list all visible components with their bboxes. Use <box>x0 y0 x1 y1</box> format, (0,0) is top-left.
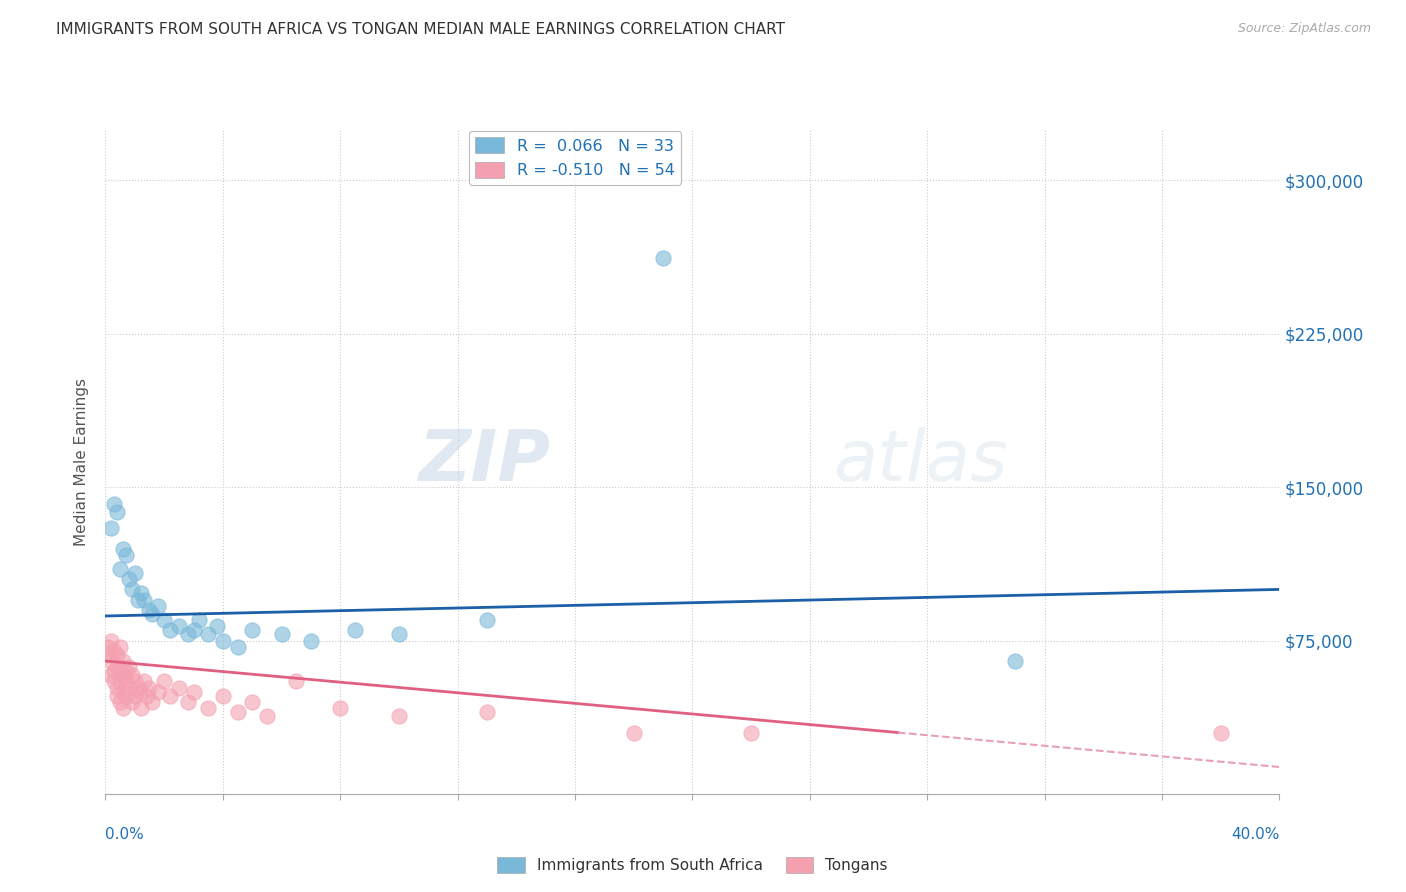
Point <box>343 624 366 638</box>
Point <box>105 505 128 519</box>
Point <box>118 660 141 674</box>
Point <box>129 701 152 715</box>
Point <box>141 607 163 621</box>
Point <box>100 521 122 535</box>
Point <box>153 613 176 627</box>
Point <box>132 674 155 689</box>
Point <box>148 684 170 698</box>
Point <box>112 701 135 715</box>
Point <box>124 566 146 580</box>
Text: 40.0%: 40.0% <box>1232 827 1279 841</box>
Point <box>115 674 138 689</box>
Point <box>176 627 198 641</box>
Point <box>740 725 762 739</box>
Point <box>121 582 143 597</box>
Point <box>105 681 128 695</box>
Point <box>141 695 163 709</box>
Point <box>121 695 143 709</box>
Point <box>183 624 205 638</box>
Text: ZIP: ZIP <box>419 427 551 496</box>
Point <box>138 681 160 695</box>
Point <box>129 684 152 698</box>
Point <box>1209 725 1232 739</box>
Point <box>112 684 135 698</box>
Point <box>108 660 131 674</box>
Point <box>475 613 498 627</box>
Point <box>108 674 131 689</box>
Point <box>1004 654 1026 668</box>
Y-axis label: Median Male Earnings: Median Male Earnings <box>75 377 90 546</box>
Point <box>256 709 278 723</box>
Point <box>211 633 233 648</box>
Point <box>240 624 263 638</box>
Point <box>652 251 675 265</box>
Point <box>197 701 219 715</box>
Point <box>97 648 120 662</box>
Point <box>112 541 135 556</box>
Point <box>270 627 292 641</box>
Point <box>108 640 131 654</box>
Point <box>138 603 160 617</box>
Point <box>100 654 122 668</box>
Point <box>329 701 352 715</box>
Point <box>132 592 155 607</box>
Point <box>153 674 176 689</box>
Point <box>148 599 170 613</box>
Point <box>112 654 135 668</box>
Point <box>188 613 211 627</box>
Point <box>226 640 249 654</box>
Point <box>103 644 125 658</box>
Point <box>226 705 249 719</box>
Point <box>103 496 125 510</box>
Point <box>475 705 498 719</box>
Point <box>100 633 122 648</box>
Text: atlas: atlas <box>834 427 1008 496</box>
Point <box>105 660 128 674</box>
Point <box>105 648 128 662</box>
Point <box>388 627 411 641</box>
Point <box>285 674 308 689</box>
Point <box>100 668 122 682</box>
Point <box>167 619 190 633</box>
Point <box>108 695 131 709</box>
Text: 0.0%: 0.0% <box>105 827 145 841</box>
Point <box>623 725 645 739</box>
Point <box>97 640 120 654</box>
Point <box>121 668 143 682</box>
Point <box>167 681 190 695</box>
Point <box>299 633 322 648</box>
Point <box>388 709 411 723</box>
Point <box>159 624 181 638</box>
Point <box>115 664 138 678</box>
Point <box>176 695 198 709</box>
Point <box>115 548 138 562</box>
Point <box>108 562 131 576</box>
Point <box>205 619 228 633</box>
Point <box>103 674 125 689</box>
Point <box>105 689 128 703</box>
Point <box>112 668 135 682</box>
Point <box>115 689 138 703</box>
Point <box>127 592 149 607</box>
Point <box>118 681 141 695</box>
Point <box>211 689 233 703</box>
Point <box>135 689 157 703</box>
Point <box>197 627 219 641</box>
Text: Source: ZipAtlas.com: Source: ZipAtlas.com <box>1237 22 1371 36</box>
Point <box>103 664 125 678</box>
Point <box>159 689 181 703</box>
Legend: Immigrants from South Africa, Tongans: Immigrants from South Africa, Tongans <box>491 851 894 880</box>
Point <box>240 695 263 709</box>
Point <box>124 674 146 689</box>
Point <box>127 681 149 695</box>
Point <box>129 586 152 600</box>
Point <box>118 572 141 586</box>
Point <box>183 684 205 698</box>
Text: IMMIGRANTS FROM SOUTH AFRICA VS TONGAN MEDIAN MALE EARNINGS CORRELATION CHART: IMMIGRANTS FROM SOUTH AFRICA VS TONGAN M… <box>56 22 785 37</box>
Point <box>124 689 146 703</box>
